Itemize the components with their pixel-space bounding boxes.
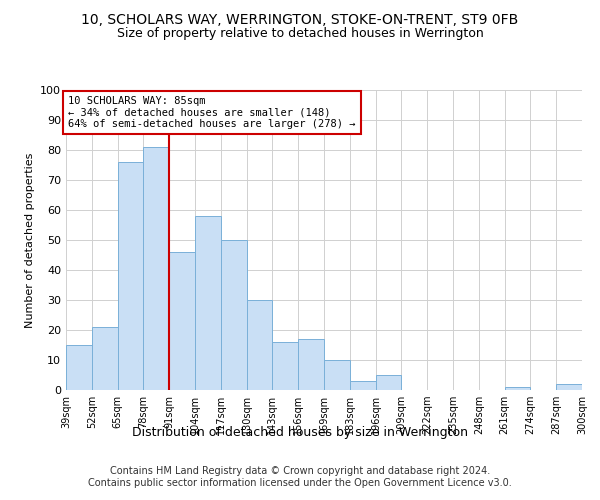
Bar (195, 216, 221, 390)
Bar (118, 162, 143, 390)
Bar (350, 381, 376, 390)
Bar (272, 342, 298, 390)
Text: 10, SCHOLARS WAY, WERRINGTON, STOKE-ON-TRENT, ST9 0FB: 10, SCHOLARS WAY, WERRINGTON, STOKE-ON-T… (82, 12, 518, 26)
Text: Size of property relative to detached houses in Werrington: Size of property relative to detached ho… (116, 28, 484, 40)
Bar (143, 147, 169, 390)
Text: Contains HM Land Registry data © Crown copyright and database right 2024.
Contai: Contains HM Land Registry data © Crown c… (88, 466, 512, 487)
Bar (66, 345, 92, 390)
Text: 10 SCHOLARS WAY: 85sqm
← 34% of detached houses are smaller (148)
64% of semi-de: 10 SCHOLARS WAY: 85sqm ← 34% of detached… (68, 96, 355, 129)
Bar (556, 384, 582, 390)
Text: Distribution of detached houses by size in Werrington: Distribution of detached houses by size … (132, 426, 468, 439)
Bar (376, 375, 401, 390)
Bar (298, 339, 324, 390)
Bar (92, 327, 118, 390)
Bar (247, 300, 272, 390)
Bar (324, 360, 350, 390)
Bar (505, 387, 530, 390)
Bar (221, 240, 247, 390)
Bar (169, 252, 195, 390)
Y-axis label: Number of detached properties: Number of detached properties (25, 152, 35, 328)
